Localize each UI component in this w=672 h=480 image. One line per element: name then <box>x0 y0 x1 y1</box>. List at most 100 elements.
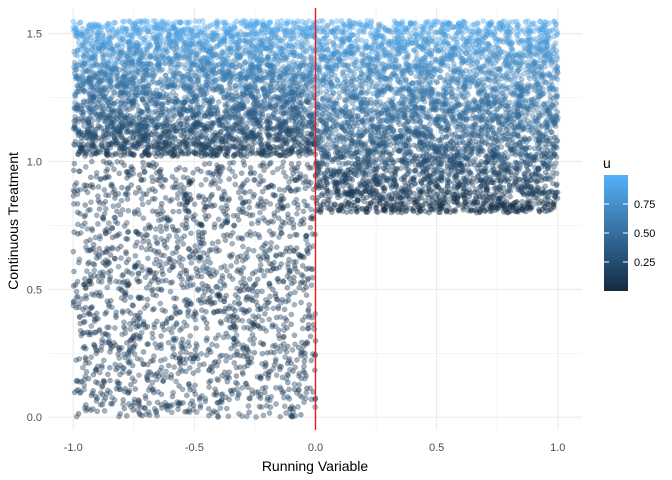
data-point <box>176 143 183 150</box>
data-point <box>286 270 292 276</box>
data-point <box>287 290 294 297</box>
data-point <box>144 106 150 112</box>
data-point <box>140 26 147 33</box>
data-point <box>134 239 140 246</box>
data-point <box>257 47 264 54</box>
data-point <box>117 127 123 133</box>
data-point <box>178 181 184 188</box>
data-point <box>108 141 114 148</box>
data-point <box>218 391 225 398</box>
data-point <box>288 66 295 72</box>
data-point <box>247 229 253 235</box>
data-point <box>216 117 223 124</box>
data-point <box>254 88 260 95</box>
data-point <box>132 253 139 259</box>
data-point <box>158 21 165 27</box>
data-point <box>296 111 302 117</box>
data-point <box>246 21 253 28</box>
data-point <box>131 93 138 99</box>
data-point <box>194 51 201 58</box>
data-point <box>241 104 247 110</box>
data-point <box>109 130 115 137</box>
data-point <box>124 98 130 105</box>
data-point <box>101 357 107 364</box>
data-point <box>159 53 166 59</box>
data-point <box>82 360 89 366</box>
data-point <box>260 85 266 92</box>
data-point <box>84 47 91 53</box>
data-point <box>238 120 244 126</box>
data-point <box>201 161 208 167</box>
data-point <box>145 152 152 159</box>
data-point <box>141 37 148 43</box>
data-point <box>173 320 180 326</box>
data-point <box>157 79 163 85</box>
data-point <box>207 99 213 106</box>
data-point <box>232 379 239 386</box>
data-point <box>103 84 109 90</box>
data-point <box>209 68 216 74</box>
data-point <box>217 178 223 184</box>
data-point <box>225 92 231 98</box>
data-point <box>273 384 279 391</box>
data-point <box>303 99 310 105</box>
data-point <box>80 35 86 42</box>
data-point <box>80 102 86 109</box>
data-point <box>253 31 260 38</box>
data-point <box>73 27 80 34</box>
data-point <box>234 42 241 48</box>
data-point <box>215 99 222 105</box>
data-point <box>274 166 281 172</box>
data-point <box>224 130 231 137</box>
data-point <box>123 122 130 128</box>
data-point <box>98 62 104 69</box>
data-point <box>217 353 223 360</box>
data-point <box>273 94 279 100</box>
data-point <box>294 149 301 156</box>
data-point <box>150 109 156 116</box>
data-point <box>251 57 257 63</box>
data-point <box>269 27 276 33</box>
data-point <box>85 130 91 136</box>
data-points <box>70 17 561 420</box>
data-point <box>289 113 296 120</box>
data-point <box>82 149 89 156</box>
data-point <box>130 317 137 324</box>
data-point <box>306 45 313 51</box>
data-point <box>202 88 208 94</box>
data-point <box>299 122 306 128</box>
data-point <box>83 67 90 74</box>
data-point <box>211 299 218 306</box>
data-point <box>281 69 288 76</box>
data-point <box>303 98 309 104</box>
data-point <box>275 117 281 124</box>
data-point <box>195 77 201 83</box>
data-point <box>302 173 309 180</box>
data-point <box>258 107 265 114</box>
data-point <box>283 100 290 106</box>
data-point <box>107 144 114 151</box>
data-point <box>250 247 257 254</box>
data-point <box>232 83 238 89</box>
data-point <box>144 296 151 303</box>
data-point <box>200 92 207 98</box>
data-point <box>155 46 161 52</box>
data-point <box>100 158 107 165</box>
data-point <box>240 127 247 133</box>
data-point <box>190 79 197 85</box>
data-point <box>158 19 164 25</box>
data-point <box>205 100 212 107</box>
data-point <box>278 45 285 52</box>
data-point <box>187 66 194 73</box>
data-point <box>273 80 280 87</box>
data-point <box>209 410 215 416</box>
data-point <box>232 151 239 158</box>
data-point <box>183 127 190 133</box>
data-point <box>209 104 216 111</box>
data-point <box>75 28 81 35</box>
data-point <box>215 413 221 420</box>
data-point <box>158 123 165 130</box>
data-point <box>209 35 215 42</box>
data-point <box>186 87 193 93</box>
data-point <box>267 159 274 166</box>
